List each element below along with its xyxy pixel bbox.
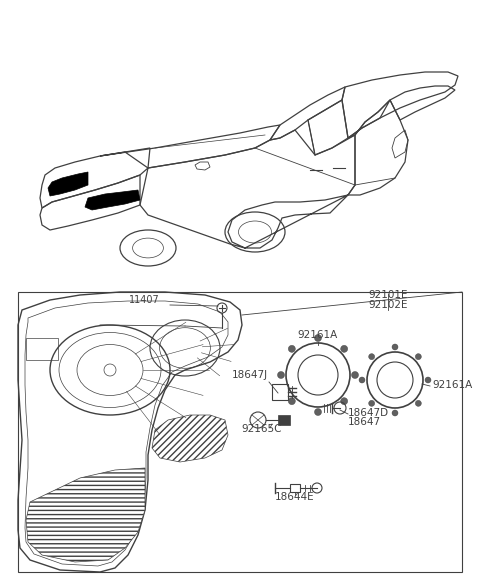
Bar xyxy=(272,384,288,400)
Circle shape xyxy=(314,409,322,416)
Bar xyxy=(290,484,300,492)
Text: 92161A: 92161A xyxy=(298,330,338,340)
Text: 92161A: 92161A xyxy=(432,380,472,390)
Circle shape xyxy=(369,354,375,360)
Text: 92101E: 92101E xyxy=(368,290,408,300)
Bar xyxy=(278,415,290,425)
Circle shape xyxy=(415,400,421,406)
Bar xyxy=(18,292,462,572)
Text: 18647J: 18647J xyxy=(232,370,268,380)
Circle shape xyxy=(425,377,431,383)
Polygon shape xyxy=(26,468,145,562)
Circle shape xyxy=(341,345,348,353)
Circle shape xyxy=(341,398,348,405)
Circle shape xyxy=(369,400,375,406)
Circle shape xyxy=(392,410,398,416)
Circle shape xyxy=(392,344,398,350)
Text: 18647D: 18647D xyxy=(348,408,389,418)
Polygon shape xyxy=(152,415,228,462)
Polygon shape xyxy=(85,190,140,210)
Circle shape xyxy=(415,354,421,360)
Text: 92165C: 92165C xyxy=(242,424,282,434)
Text: 18647: 18647 xyxy=(348,417,381,427)
Circle shape xyxy=(277,372,285,379)
Circle shape xyxy=(288,345,295,353)
Text: 11407: 11407 xyxy=(129,295,160,305)
Text: 92102E: 92102E xyxy=(368,300,408,310)
Circle shape xyxy=(288,398,295,405)
Bar xyxy=(26,338,58,360)
Polygon shape xyxy=(48,172,88,196)
Circle shape xyxy=(359,377,365,383)
Text: 18644E: 18644E xyxy=(275,492,315,502)
Circle shape xyxy=(314,335,322,342)
Circle shape xyxy=(351,372,359,379)
